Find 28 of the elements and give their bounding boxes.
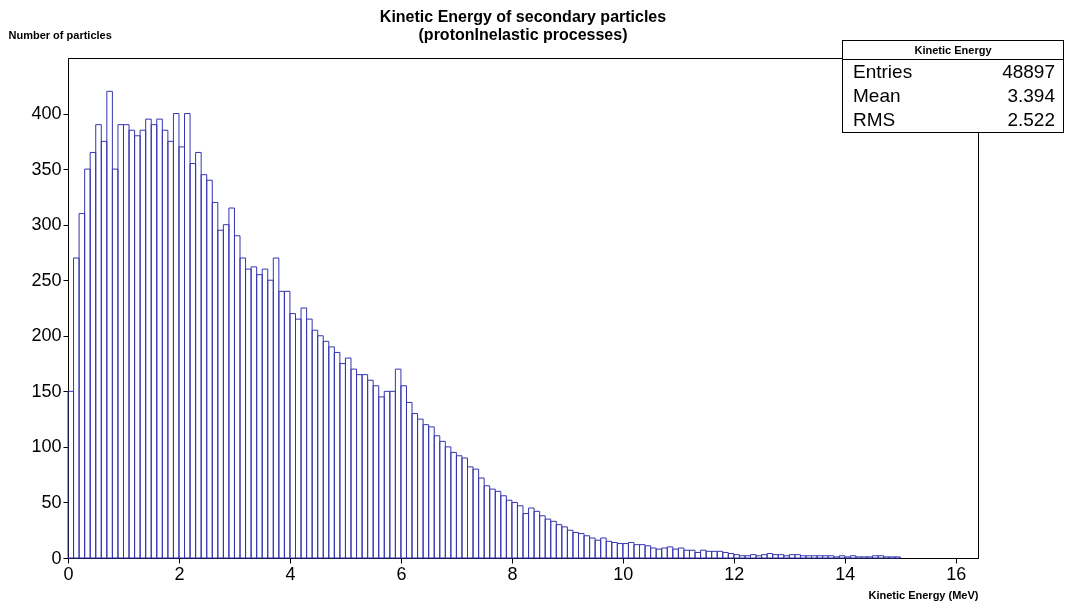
text: Kinetic Energy <box>843 41 1063 60</box>
y-tick-label: 150 <box>31 380 62 401</box>
x-tick-label: 16 <box>946 563 967 584</box>
annotation: RMS <box>853 108 896 132</box>
y-tick-label: 100 <box>31 436 62 457</box>
y-axis-title: Number of particles <box>8 28 112 41</box>
x-tick-label: 4 <box>285 563 296 584</box>
chart-title: Kinetic Energy of secondary particles <box>379 8 667 25</box>
x-tick-label: 8 <box>507 563 518 584</box>
chart-subtitle: (protonInelastic processes) <box>418 26 628 43</box>
text: 3.394 <box>1007 84 1055 108</box>
text: 2.522 <box>1007 108 1055 132</box>
y-tick-label: 200 <box>31 325 62 346</box>
y-tick-label: 50 <box>41 491 62 512</box>
x-tick-label: 6 <box>396 563 407 584</box>
y-tick-label: 350 <box>31 158 62 179</box>
x-tick-label: 2 <box>174 563 185 584</box>
y-tick-label: 250 <box>31 269 62 290</box>
text: 48897 <box>1002 60 1055 84</box>
annotation: Mean <box>853 84 901 108</box>
x-axis-title: Kinetic Energy (MeV) <box>868 588 979 601</box>
x-tick-label: 12 <box>724 563 745 584</box>
annotation: Entries <box>853 60 913 84</box>
x-tick-label: 10 <box>613 563 634 584</box>
y-tick-label: 300 <box>31 214 62 235</box>
y-tick-label: 0 <box>51 547 62 568</box>
y-tick-label: 400 <box>31 103 62 124</box>
x-tick-label: 14 <box>835 563 856 584</box>
